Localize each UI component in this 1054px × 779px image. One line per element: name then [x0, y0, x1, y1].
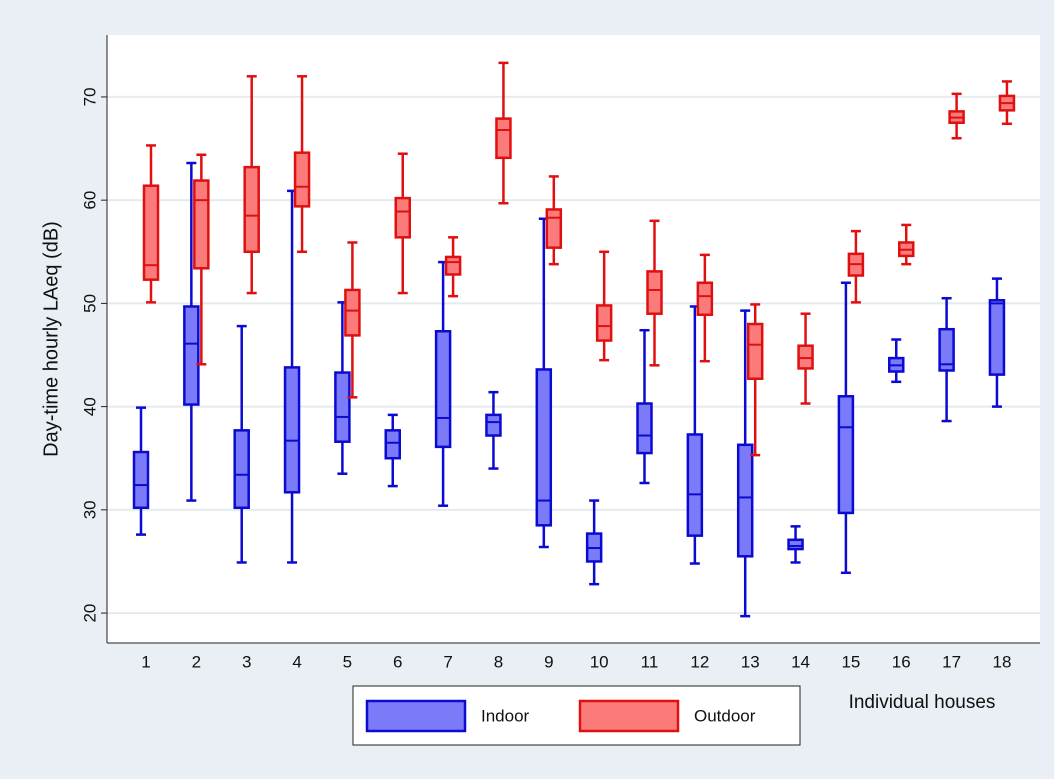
legend-swatch: [365, 699, 467, 733]
box: [283, 366, 301, 494]
box: [938, 327, 955, 372]
plot-area: [107, 35, 1040, 643]
x-tick-label: 13: [741, 652, 760, 671]
box: [485, 413, 502, 437]
x-tick-label: 16: [892, 652, 911, 671]
x-tick-label: 18: [992, 652, 1011, 671]
x-tick-label: 3: [242, 652, 251, 671]
box: [545, 208, 563, 249]
box: [686, 433, 704, 537]
legend-swatch: [578, 699, 680, 733]
box: [344, 288, 361, 337]
y-tick-label: 70: [80, 87, 99, 106]
x-tick-label: 14: [791, 652, 810, 671]
box: [394, 196, 411, 239]
y-tick-label: 20: [80, 604, 99, 623]
box: [595, 304, 613, 342]
box: [636, 402, 653, 455]
box: [646, 270, 663, 315]
x-tick-label: 11: [641, 652, 659, 671]
x-tick-label: 1: [141, 652, 150, 671]
box: [746, 322, 764, 380]
box: [384, 429, 401, 460]
x-tick-label: 10: [590, 652, 609, 671]
box: [293, 151, 311, 208]
x-tick-label: 9: [544, 652, 553, 671]
x-tick-label: 5: [343, 652, 352, 671]
x-tick-label: 8: [494, 652, 503, 671]
x-tick-label: 17: [942, 652, 961, 671]
box: [495, 117, 512, 160]
box: [334, 371, 351, 443]
box: [233, 429, 250, 510]
box: [535, 368, 553, 527]
x-tick-label: 12: [690, 652, 709, 671]
x-tick-label: 4: [292, 652, 301, 671]
legend-label: Outdoor: [694, 706, 756, 725]
box: [787, 538, 804, 551]
x-tick-label: 15: [841, 652, 860, 671]
legend-label: Indoor: [481, 706, 530, 725]
y-tick-label: 40: [80, 397, 99, 416]
box: [434, 330, 452, 449]
x-tick-label: 7: [443, 652, 452, 671]
x-axis-title: Individual houses: [849, 692, 996, 713]
box: [837, 395, 855, 515]
x-tick-label: 6: [393, 652, 402, 671]
box: [243, 165, 260, 254]
y-tick-label: 60: [80, 191, 99, 210]
x-tick-label: 2: [192, 652, 201, 671]
y-tick-label: 50: [80, 294, 99, 313]
box: [193, 179, 210, 270]
box: [132, 450, 150, 510]
box: [988, 299, 1006, 376]
box: [444, 255, 462, 276]
y-tick-label: 30: [80, 500, 99, 519]
y-axis-title: Day-time hourly LAeq (dB): [40, 221, 62, 457]
box: [183, 305, 200, 406]
box: [736, 443, 754, 558]
box: [797, 344, 814, 370]
box: [696, 281, 714, 316]
box: [142, 184, 160, 281]
